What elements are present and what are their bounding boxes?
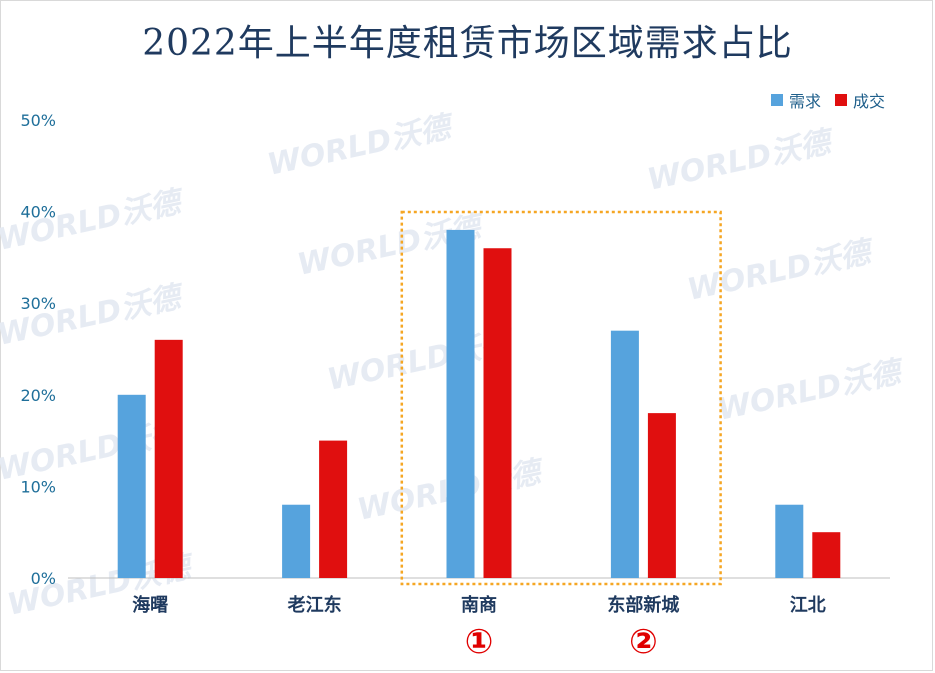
x-tick-label: 海曙 xyxy=(132,594,168,616)
bar-demand-2 xyxy=(446,229,475,579)
watermark-text: WORLD沃德 xyxy=(684,234,879,308)
legend-swatch-deal xyxy=(834,94,847,106)
watermark-text: WORLD沃德 xyxy=(644,124,839,198)
legend: 需求 成交 xyxy=(763,88,885,112)
annotation-1: ① xyxy=(465,622,494,662)
legend-swatch-demand xyxy=(770,94,783,106)
bar-deal-1 xyxy=(319,440,348,578)
bar-deal-0 xyxy=(154,339,183,578)
y-tick-label: 40% xyxy=(20,203,56,222)
y-tick-label: 20% xyxy=(20,386,56,405)
legend-label-demand: 需求 xyxy=(788,92,821,111)
x-tick-label: 东部新城 xyxy=(607,594,679,616)
watermark-text: WORLD沃德 xyxy=(264,109,459,183)
bar-demand-4 xyxy=(775,504,804,578)
legend-label-deal: 成交 xyxy=(852,92,885,111)
annotation-2: ② xyxy=(629,622,658,662)
x-tick-label: 江北 xyxy=(790,595,826,616)
bar-deal-4 xyxy=(812,532,841,578)
bar-demand-3 xyxy=(610,330,639,578)
y-tick-label: 50% xyxy=(20,111,56,130)
y-tick-label: 10% xyxy=(20,477,56,496)
bar-deal-2 xyxy=(483,248,512,579)
bar-demand-1 xyxy=(282,504,311,578)
x-tick-label: 南商 xyxy=(461,594,497,616)
y-tick-label: 30% xyxy=(20,294,56,313)
bar-deal-3 xyxy=(647,413,676,578)
legend-item-deal: 成交 xyxy=(834,88,885,112)
y-tick-label: 0% xyxy=(31,569,56,588)
watermark-text: WORLD沃德 xyxy=(714,354,909,428)
bar-demand-0 xyxy=(117,394,146,578)
highlight-box xyxy=(400,210,722,586)
legend-item-demand: 需求 xyxy=(770,88,821,112)
x-tick-label: 老江东 xyxy=(288,594,342,616)
chart-title: 2022年上半年度租赁市场区域需求占比 xyxy=(142,23,793,64)
